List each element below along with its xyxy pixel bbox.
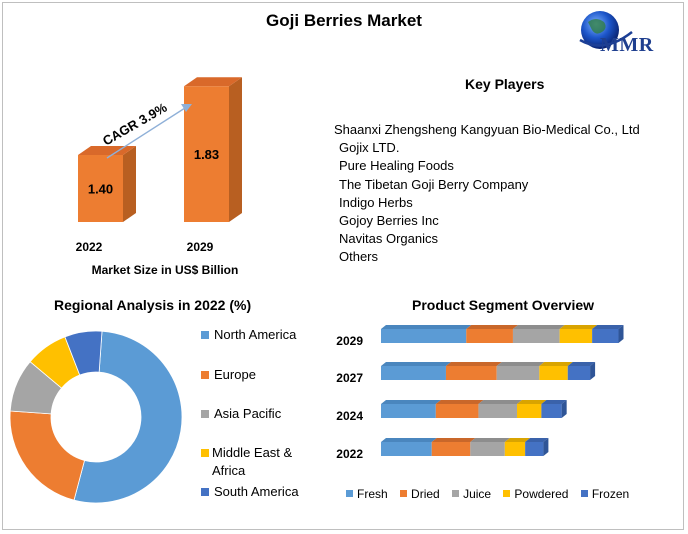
legend-swatch (201, 409, 209, 418)
legend-middle-east-africa: Middle East & Africa (201, 444, 322, 480)
key-player-item: Navitas Organics (339, 231, 438, 247)
legend-dried: Dried (400, 487, 440, 501)
logo-globe-icon (579, 11, 633, 49)
legend-south-america: South America (201, 483, 299, 501)
page-title: Goji Berries Market (266, 11, 422, 30)
key-players-title: Key Players (465, 76, 545, 92)
legend-north-america: North America (201, 326, 296, 344)
legend-swatch (201, 370, 209, 379)
key-player-item: Gojix LTD. (339, 140, 400, 156)
legend-asia-pacific: Asia Pacific (201, 405, 281, 423)
legend-europe: Europe (201, 366, 256, 384)
key-player-item: Others (339, 249, 379, 265)
legend-fresh: Fresh (346, 487, 388, 501)
key-player-item: Indigo Herbs (339, 194, 413, 210)
logo-text: MMR (600, 34, 654, 56)
legend-juice: Juice (452, 487, 491, 501)
legend-swatch (201, 330, 209, 339)
key-players-list: Shaanxi Zhengsheng Kangyuan Bio-Medical … (334, 121, 640, 267)
key-player-item: Gojoy Berries Inc (339, 213, 439, 229)
legend-powdered: Powdered (503, 487, 568, 501)
key-player-item: Pure Healing Foods (339, 158, 454, 174)
legend-swatch (201, 487, 209, 496)
legend-swatch (201, 448, 209, 457)
key-player-item: Shaanxi Zhengsheng Kangyuan Bio-Medical … (334, 122, 640, 137)
segment-title: Product Segment Overview (412, 297, 595, 313)
legend-frozen: Frozen (580, 487, 629, 501)
regional-title: Regional Analysis in 2022 (%) (54, 297, 252, 313)
key-player-item: The Tibetan Goji Berry Company (339, 176, 529, 192)
segment-legend: Fresh Dried Juice Powdered Frozen (346, 487, 638, 501)
